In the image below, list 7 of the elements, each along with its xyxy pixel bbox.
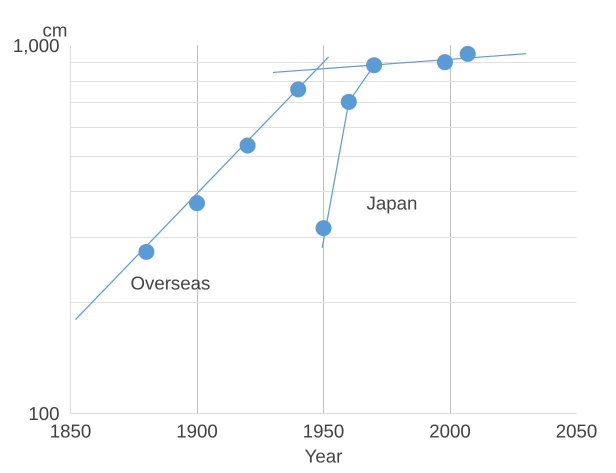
x-axis-title: Year: [304, 446, 342, 466]
annotation: Overseas: [130, 272, 210, 294]
x-tick-label: 2000: [429, 420, 471, 442]
x-tick-label: 1950: [302, 420, 344, 442]
x-tick-label: 1900: [176, 420, 218, 442]
annotation: Japan: [366, 192, 418, 214]
x-tick-label: 2050: [556, 420, 598, 442]
